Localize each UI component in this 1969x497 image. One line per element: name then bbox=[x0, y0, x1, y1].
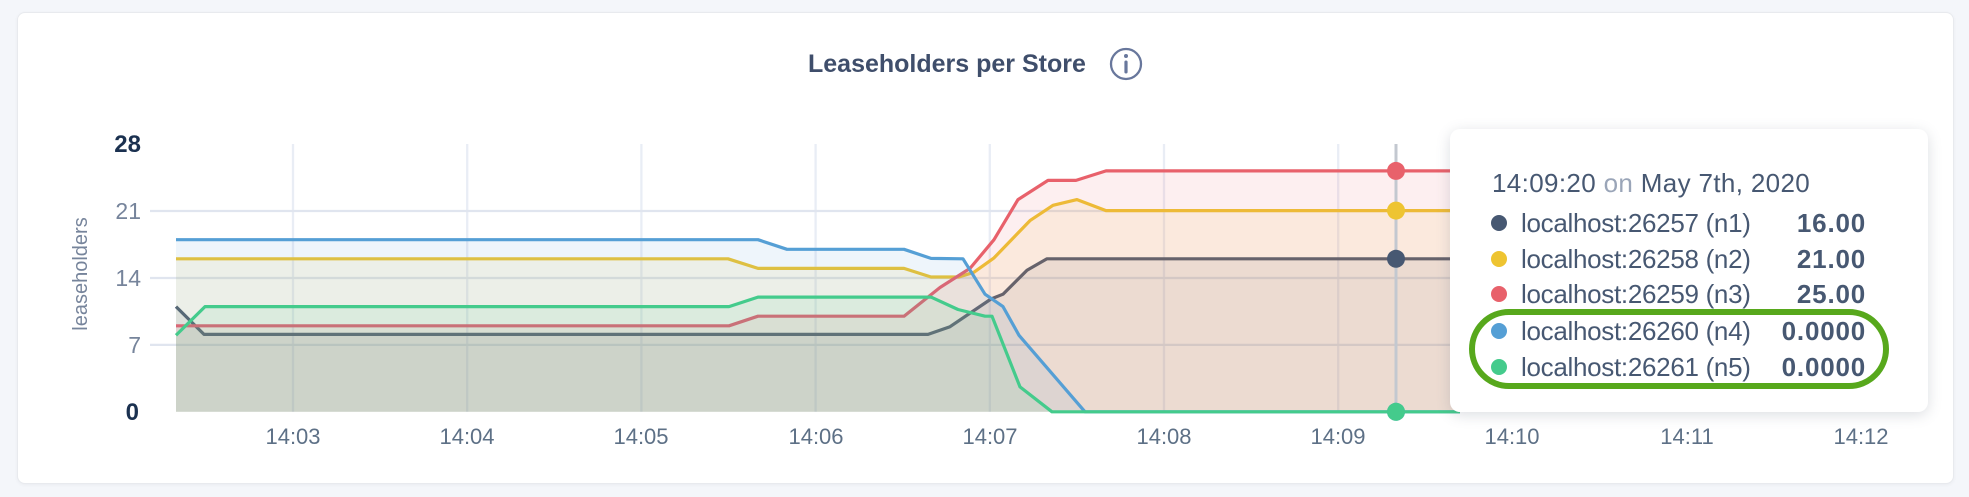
svg-text:0: 0 bbox=[126, 399, 139, 426]
svg-text:28: 28 bbox=[114, 131, 141, 158]
svg-text:21: 21 bbox=[115, 198, 141, 224]
svg-text:14:10: 14:10 bbox=[1484, 424, 1539, 449]
svg-text:14:12: 14:12 bbox=[1833, 424, 1888, 449]
svg-text:14:05: 14:05 bbox=[613, 424, 668, 449]
svg-text:14: 14 bbox=[115, 265, 141, 291]
svg-text:14:06: 14:06 bbox=[788, 424, 843, 449]
svg-text:14:08: 14:08 bbox=[1136, 424, 1191, 449]
svg-text:leaseholders: leaseholders bbox=[70, 217, 92, 330]
svg-text:14:07: 14:07 bbox=[962, 424, 1017, 449]
svg-text:14:04: 14:04 bbox=[439, 424, 494, 449]
svg-text:14:03: 14:03 bbox=[265, 424, 320, 449]
svg-text:14:11: 14:11 bbox=[1660, 424, 1713, 449]
svg-text:7: 7 bbox=[128, 332, 141, 358]
svg-text:14:09: 14:09 bbox=[1310, 424, 1365, 449]
